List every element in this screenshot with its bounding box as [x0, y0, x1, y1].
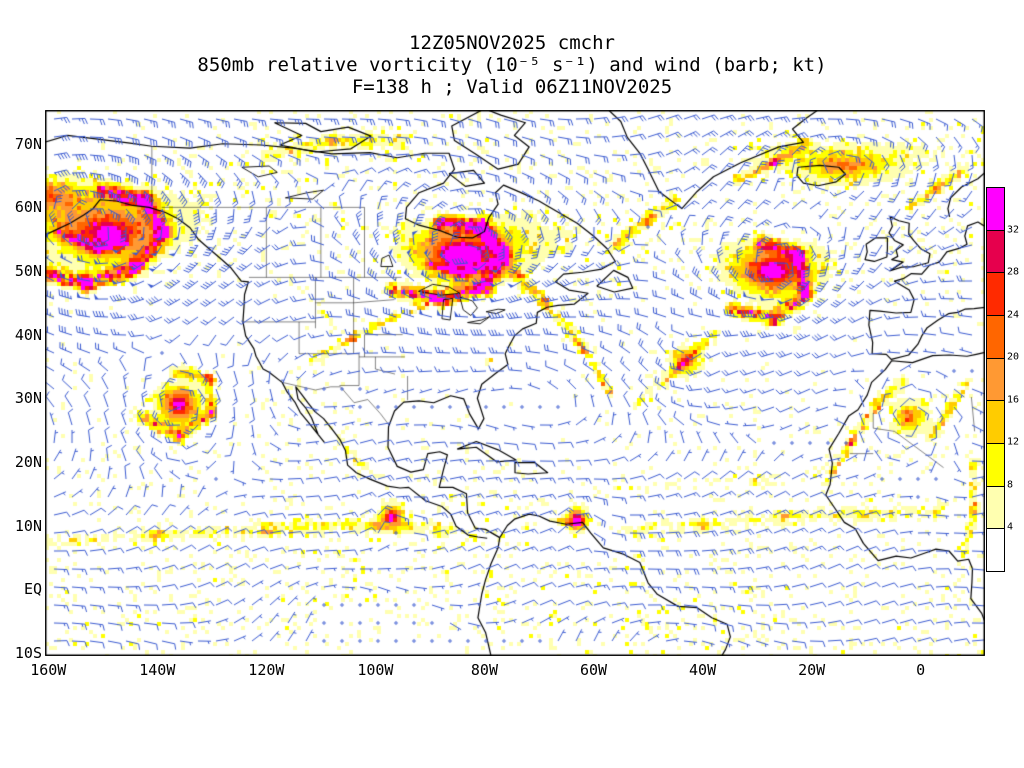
map-canvas — [45, 110, 985, 656]
colorbar-label: 20 — [1007, 351, 1020, 363]
x-tick-label: 40W — [689, 661, 717, 679]
x-tick-label: 80W — [470, 661, 498, 679]
colorbar-label: 24 — [1007, 309, 1020, 321]
chart-title-line1: 12Z05NOV2025 cmchr — [409, 32, 615, 54]
y-tick-label: 60N — [14, 198, 42, 217]
colorbar — [986, 187, 1005, 572]
y-tick-label: 10N — [14, 516, 42, 535]
y-tick-label: 50N — [14, 262, 42, 280]
x-tick-label: 60W — [579, 661, 608, 679]
y-tick-label: 10S — [14, 643, 42, 662]
x-tick-label: 100W — [357, 661, 394, 679]
colorbar-segment — [987, 272, 1004, 316]
y-tick-label: EQ — [23, 580, 42, 599]
colorbar-segment — [987, 315, 1004, 358]
colorbar-label: 16 — [1007, 394, 1020, 406]
x-tick-label: 20W — [798, 661, 826, 679]
colorbar-segment — [987, 528, 1004, 572]
colorbar-segment — [987, 443, 1004, 486]
x-tick-label: 160W — [30, 661, 67, 679]
colorbar-label: 4 — [1007, 521, 1014, 533]
colorbar-label: 12 — [1007, 436, 1020, 448]
y-tick-label: 70N — [14, 134, 42, 153]
chart-title-line2: 850mb relative vorticity (10⁻⁵ s⁻¹) and … — [197, 54, 827, 76]
y-tick-label: 40N — [14, 325, 42, 344]
colorbar-segment — [987, 188, 1004, 230]
x-tick-label: 140W — [139, 661, 176, 679]
colorbar-segment — [987, 485, 1004, 529]
chart-title-line3: F=138 h ; Valid 06Z11NOV2025 — [351, 76, 673, 98]
colorbar-segment — [987, 229, 1004, 273]
colorbar-label: 28 — [1007, 266, 1020, 278]
colorbar-label: 8 — [1007, 479, 1014, 491]
colorbar-segment — [987, 357, 1004, 401]
colorbar-label: 32 — [1007, 224, 1020, 236]
colorbar-segment — [987, 400, 1004, 444]
y-tick-label: 20N — [14, 452, 42, 471]
x-tick-label: 0 — [916, 661, 926, 679]
x-tick-label: 120W — [248, 661, 285, 679]
chart-title-block: 12Z05NOV2025 cmchr 850mb relative vortic… — [0, 32, 1024, 98]
y-tick-label: 30N — [14, 389, 42, 408]
